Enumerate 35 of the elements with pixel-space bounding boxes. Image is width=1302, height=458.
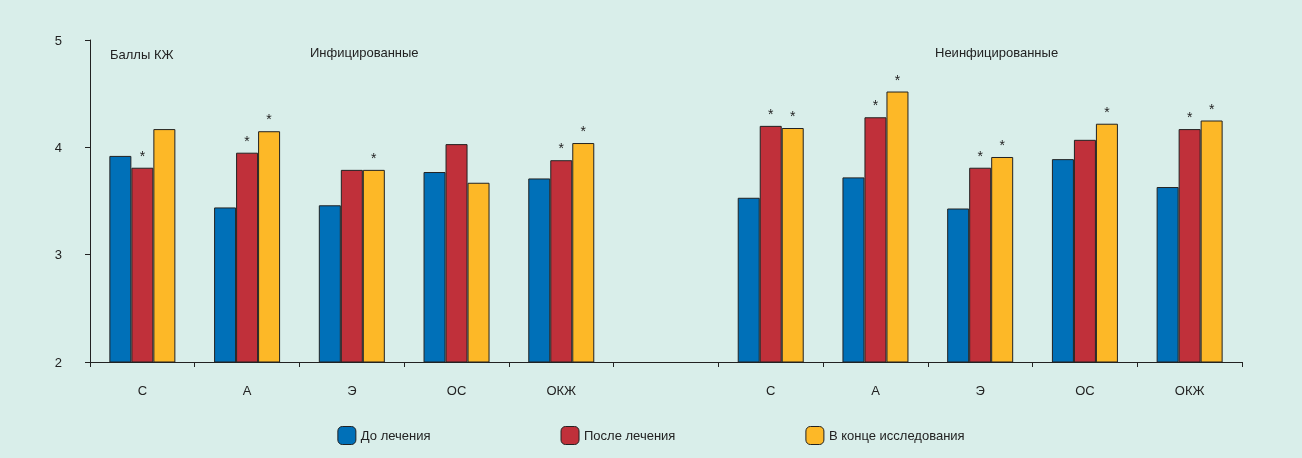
data-label: * [266,111,273,128]
y-tick-label: 3 [54,247,62,263]
legend-label: До лечения [360,428,431,443]
y-tick-label: 4 [54,139,62,155]
legend-label: После лечения [584,428,676,443]
x-tick-label: А [242,383,252,398]
x-tick-label: С [137,383,148,398]
data-label: * [558,140,565,157]
annotation: Неинфицированные [935,45,1059,60]
x-tick-label: ОС [1075,383,1095,398]
x-tick-label: С [766,383,776,398]
x-tick-label: А [871,383,881,398]
data-label: * [580,123,587,140]
data-label: * [1208,100,1215,117]
x-tick-label: ОС [446,383,467,398]
y-tick-label: 5 [54,32,62,48]
data-label: * [894,71,901,88]
data-label: * [1186,109,1193,126]
data-label: * [139,147,146,164]
x-tick-label: Э [975,383,985,398]
data-label: * [999,136,1006,153]
data-label: * [977,147,984,164]
x-tick-label: ОКЖ [1174,383,1205,398]
x-tick-label: ОКЖ [546,383,577,398]
y-tick-label: 2 [54,354,62,370]
x-tick-label: Э [347,383,357,398]
legend-label: В конце исследования [828,428,965,443]
data-label: * [1104,103,1111,120]
data-label: * [371,149,378,166]
y-axis-title: Баллы КЖ [110,47,174,62]
annotation: Инфицированные [310,45,419,60]
data-label: * [768,105,774,122]
data-label: * [790,108,796,125]
data-label: * [244,132,251,149]
data-label: * [872,97,879,114]
